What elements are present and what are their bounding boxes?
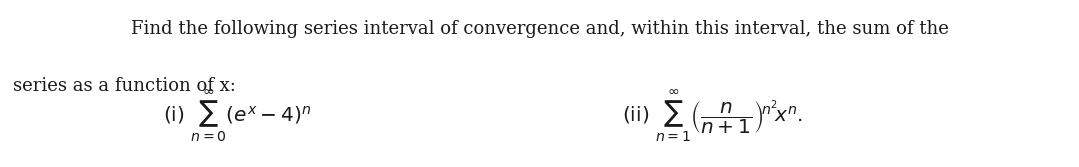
Text: (ii) $\sum_{n=1}^{\infty}\left(\dfrac{n}{n+1}\right)^{\!n^2}\! x^n.$: (ii) $\sum_{n=1}^{\infty}\left(\dfrac{n}… (622, 88, 803, 144)
Text: Find the following series interval of convergence and, within this interval, the: Find the following series interval of co… (131, 20, 948, 38)
Text: (i) $\sum_{n=0}^{\infty}(e^x - 4)^n$: (i) $\sum_{n=0}^{\infty}(e^x - 4)^n$ (163, 88, 312, 144)
Text: series as a function of x:: series as a function of x: (13, 77, 236, 95)
